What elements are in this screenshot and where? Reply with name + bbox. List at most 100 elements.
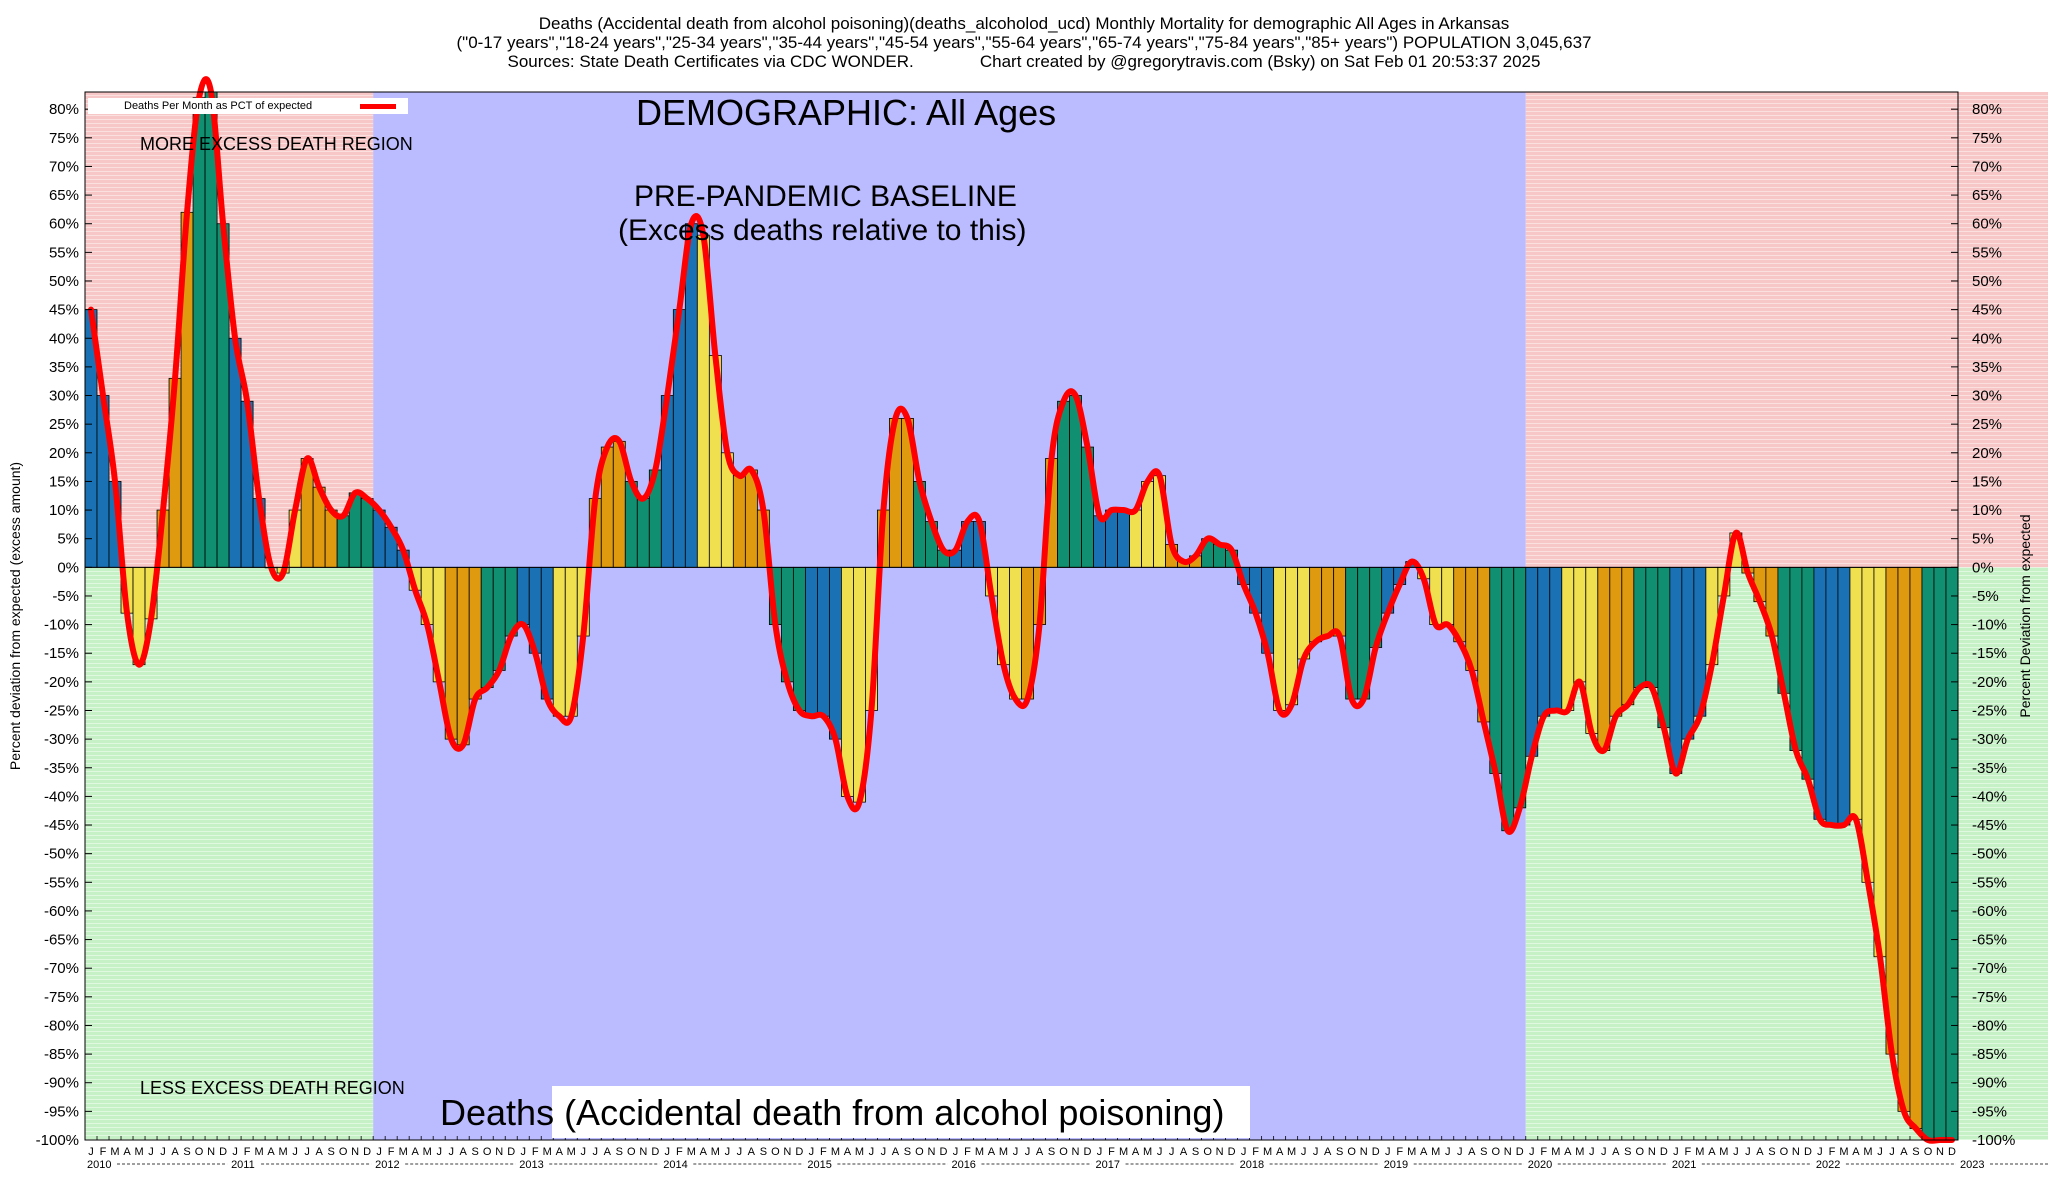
x-tick-label: J <box>881 1146 887 1158</box>
y-tick-label-right: 40% <box>1972 330 2002 347</box>
x-tick-label: S <box>183 1146 190 1158</box>
bar <box>468 566 482 700</box>
bar <box>1513 566 1527 809</box>
y-tick-label-left: -50% <box>44 846 79 863</box>
y-tick-label-right: 30% <box>1972 388 2002 405</box>
y-tick-label-left: -100% <box>36 1132 79 1149</box>
bar <box>1861 566 1875 883</box>
bar <box>1549 566 1563 711</box>
y-tick-label-left: 55% <box>49 244 79 261</box>
bar <box>636 498 650 568</box>
x-tick-label: F <box>676 1146 683 1158</box>
y-tick-label-right: -50% <box>1972 846 2007 863</box>
x-tick-label: A <box>460 1146 468 1158</box>
bar <box>1825 566 1839 826</box>
x-tick-label: S <box>760 1146 767 1158</box>
x-tick-label: J <box>1589 1146 1595 1158</box>
x-tick-label: A <box>1852 1146 1860 1158</box>
bar <box>1321 566 1335 637</box>
x-tick-label: A <box>1276 1146 1284 1158</box>
x-tick-label: O <box>1924 1146 1933 1158</box>
x-year-label: 2012 <box>375 1159 399 1171</box>
x-tick-label: A <box>700 1146 708 1158</box>
x-tick-label: M <box>567 1146 576 1158</box>
x-tick-label: S <box>1048 1146 1055 1158</box>
x-tick-label: S <box>472 1146 479 1158</box>
bar <box>1117 509 1130 568</box>
x-tick-label: A <box>748 1146 756 1158</box>
x-tick-label: O <box>1636 1146 1645 1158</box>
bar <box>1129 509 1142 568</box>
x-tick-label: J <box>88 1146 94 1158</box>
x-tick-label: A <box>412 1146 420 1158</box>
y-tick-label-left: 25% <box>49 416 79 433</box>
x-tick-label: F <box>1108 1146 1115 1158</box>
series-line <box>88 76 1955 1144</box>
x-tick-label: M <box>255 1146 264 1158</box>
x-tick-label: N <box>207 1146 215 1158</box>
x-tick-label: N <box>1360 1146 1368 1158</box>
x-tick-label: F <box>820 1146 827 1158</box>
x-tick-label: S <box>1912 1146 1919 1158</box>
x-tick-label: N <box>1072 1146 1080 1158</box>
more-excess-region-label: MORE EXCESS DEATH REGION <box>140 134 413 154</box>
x-tick-label: M <box>711 1146 720 1158</box>
x-tick-label: D <box>1084 1146 1092 1158</box>
x-tick-label: N <box>495 1146 503 1158</box>
bar <box>1093 515 1106 568</box>
y-tick-label-left: -90% <box>44 1075 79 1092</box>
bar <box>324 509 338 568</box>
bar <box>192 97 206 568</box>
x-tick-label: M <box>1407 1146 1416 1158</box>
x-tick-label: J <box>1013 1146 1019 1158</box>
x-tick-label: N <box>639 1146 647 1158</box>
x-tick-label: J <box>1673 1146 1679 1158</box>
x-tick-label: J <box>148 1146 154 1158</box>
x-tick-label: J <box>520 1146 526 1158</box>
x-tick-label: S <box>616 1146 623 1158</box>
x-tick-label: M <box>110 1146 119 1158</box>
x-tick-label: N <box>783 1146 791 1158</box>
chart-title-line-3: Sources: State Death Certificates via CD… <box>507 52 1541 71</box>
baseline-label: PRE-PANDEMIC BASELINE <box>634 180 1017 213</box>
bar <box>1921 566 1935 1141</box>
x-tick-label: D <box>363 1146 371 1158</box>
x-tick-label: M <box>1143 1146 1152 1158</box>
bar <box>1669 566 1683 774</box>
bar <box>1633 566 1647 688</box>
bar <box>1849 566 1863 820</box>
x-tick-label: A <box>1708 1146 1716 1158</box>
y-tick-label-right: -70% <box>1972 960 2007 977</box>
x-tick-label: J <box>1457 1146 1463 1158</box>
y-tick-label-left: -75% <box>44 989 79 1006</box>
y-tick-label-left: 20% <box>49 445 79 462</box>
x-tick-label: S <box>327 1146 334 1158</box>
y-tick-label-left: -45% <box>44 817 79 834</box>
y-tick-label-left: 0% <box>57 559 79 576</box>
bar <box>1309 566 1323 643</box>
y-tick-label-left: 70% <box>49 158 79 175</box>
x-tick-label: O <box>339 1146 348 1158</box>
x-tick-label: M <box>1551 1146 1560 1158</box>
x-tick-label: J <box>376 1146 382 1158</box>
y-tick-label-right: 80% <box>1972 101 2002 118</box>
x-tick-label: N <box>1504 1146 1512 1158</box>
bar <box>1537 566 1551 717</box>
y-tick-label-right: 10% <box>1972 502 2002 519</box>
x-tick-label: N <box>1792 1146 1800 1158</box>
x-tick-label: N <box>1648 1146 1656 1158</box>
y-tick-label-left: 65% <box>49 187 79 204</box>
x-tick-label: M <box>1263 1146 1272 1158</box>
x-tick-label: A <box>1564 1146 1572 1158</box>
y-tick-label-left: -5% <box>52 588 79 605</box>
x-tick-label: D <box>1804 1146 1812 1158</box>
y-tick-label-left: -85% <box>44 1046 79 1063</box>
x-tick-label: O <box>1347 1146 1356 1158</box>
x-tick-label: J <box>292 1146 298 1158</box>
x-tick-label: M <box>1287 1146 1296 1158</box>
bar <box>1441 566 1455 625</box>
y-tick-label-right: 0% <box>1972 559 1994 576</box>
x-tick-label: S <box>1624 1146 1631 1158</box>
x-year-label: 2013 <box>519 1159 543 1171</box>
